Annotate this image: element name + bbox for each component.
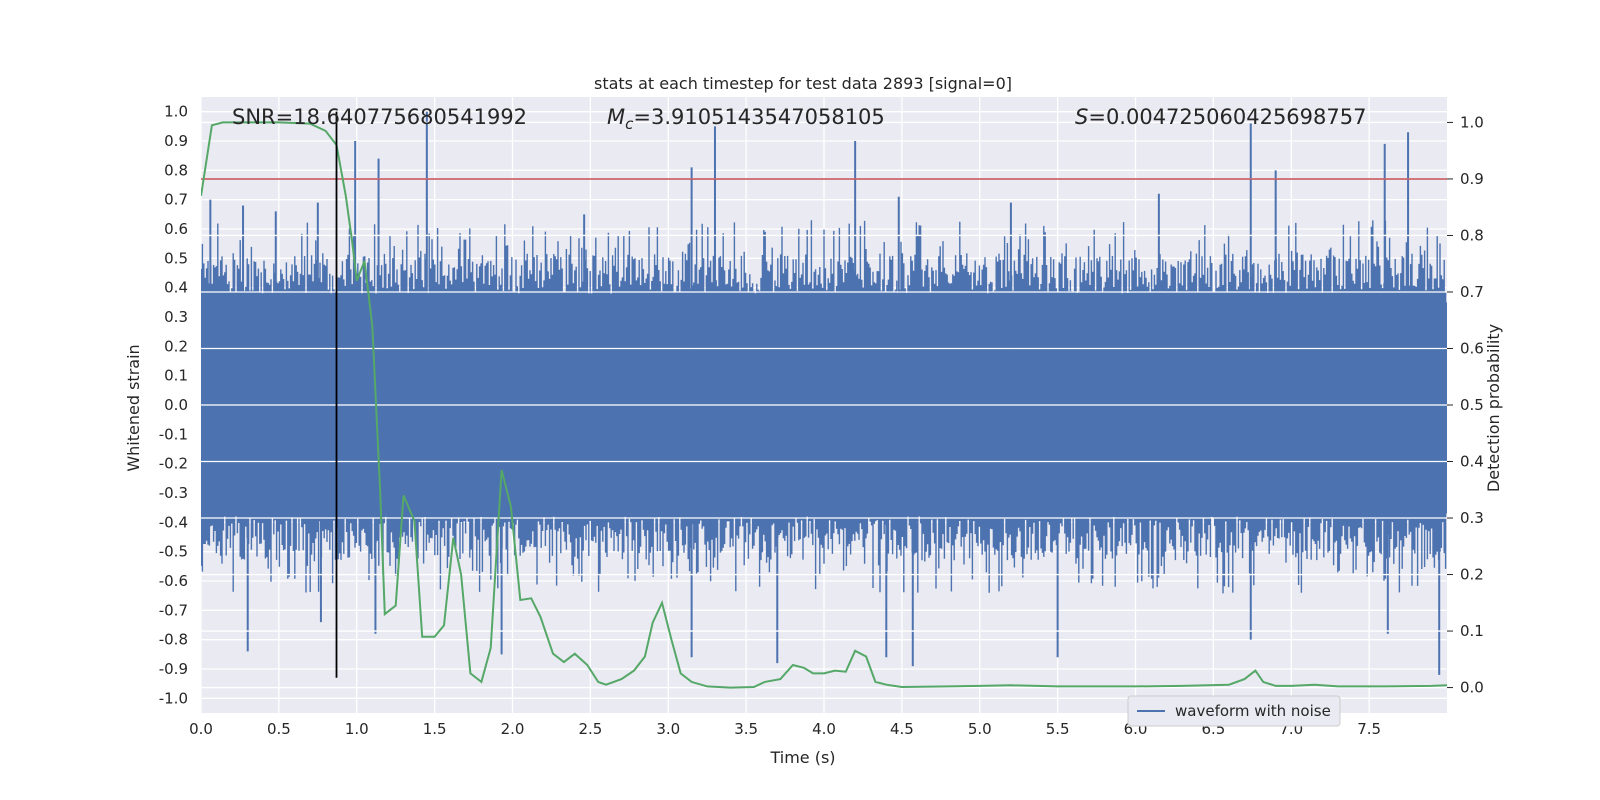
x-tick-label: 1.0	[345, 720, 369, 738]
x-tick-label: 0.5	[267, 720, 291, 738]
y2-tick-label: 0.2	[1460, 566, 1484, 584]
y2-tick-label: 0.1	[1460, 622, 1484, 640]
y-ticks: 1.0 0.9 0.8 0.7 0.6 0.5 0.4 0.3 0.2 0.1 0.0 -0.1 -0.…	[159, 103, 188, 708]
chirp-mass-symbol: M	[607, 105, 625, 129]
detection-probability-line	[201, 121, 1447, 689]
chirp-mass-subscript: c	[625, 115, 634, 133]
y-tick-label: 0.9	[164, 132, 188, 150]
y-tick-label: 0.0	[164, 396, 188, 414]
y-tick-label: 0.4	[164, 279, 188, 297]
y-tick-label: -0.5	[159, 543, 188, 561]
y-axis-label: Whitened strain	[124, 344, 143, 471]
y2-tick-label: 0.4	[1460, 453, 1484, 471]
legend-box	[1127, 695, 1341, 727]
x-tick-label: 3.0	[656, 720, 680, 738]
s-annotation: S=0.004725060425698757	[1075, 105, 1366, 129]
y-tick-label: -0.2	[159, 455, 188, 473]
chirp-mass-annotation: Mc=3.9105143547058105	[607, 105, 885, 133]
y-tick-label: -1.0	[159, 689, 188, 707]
y-tick-label: -0.7	[159, 601, 188, 619]
y-tick-label: 1.0	[164, 103, 188, 121]
y2-tick-label: 0.9	[1460, 170, 1484, 188]
y-tick-label: -0.8	[159, 631, 188, 649]
y2-tick-label: 0.7	[1460, 283, 1484, 301]
y-tick-label: -0.1	[159, 425, 188, 443]
y-tick-label: 0.5	[164, 249, 188, 267]
snr-annotation: SNR=18.640775680541992	[232, 105, 527, 129]
y-tick-label: 0.8	[164, 161, 188, 179]
y-tick-label: -0.4	[159, 513, 188, 531]
y-tick-label: 0.2	[164, 337, 188, 355]
waveform-series	[201, 111, 1447, 675]
x-tick-label: 5.0	[968, 720, 992, 738]
y-tick-label: -0.9	[159, 660, 188, 678]
y2-ticks: 1.0 0.9 0.8 0.7 0.6 0.5 0.4 0.3 0.2 0.1 0.0	[1447, 113, 1484, 697]
y2-tick-label: 0.6	[1460, 339, 1484, 357]
s-value: =0.004725060425698757	[1088, 105, 1366, 129]
y2-tick-label: 0.5	[1460, 396, 1484, 414]
y2-tick-label: 0.8	[1460, 226, 1484, 244]
x-tick-label: 5.5	[1046, 720, 1070, 738]
x-tick-label: 2.0	[501, 720, 525, 738]
x-tick-label: 0.0	[189, 720, 213, 738]
x-tick-label: 2.5	[578, 720, 602, 738]
x-tick-label: 4.0	[812, 720, 836, 738]
x-tick-label: 7.5	[1357, 720, 1381, 738]
legend-entry: waveform with noise	[1175, 702, 1331, 720]
s-symbol: S	[1075, 105, 1088, 129]
y2-axis-label: Detection probability	[1484, 324, 1503, 492]
y-tick-label: 0.1	[164, 367, 188, 385]
y-tick-label: -0.3	[159, 484, 188, 502]
x-axis-label: Time (s)	[769, 748, 835, 767]
chart-title: stats at each timestep for test data 289…	[594, 74, 1012, 93]
y-tick-label: 0.7	[164, 191, 188, 209]
y-tick-label: -0.6	[159, 572, 188, 590]
x-tick-label: 4.5	[890, 720, 914, 738]
y2-tick-label: 0.0	[1460, 679, 1484, 697]
y-tick-label: 0.3	[164, 308, 188, 326]
x-tick-label: 1.5	[423, 720, 447, 738]
chirp-mass-value: =3.9105143547058105	[633, 105, 884, 129]
y2-tick-label: 1.0	[1460, 113, 1484, 131]
legend: waveform with noise	[1127, 695, 1341, 727]
x-tick-label: 3.5	[734, 720, 758, 738]
y2-tick-label: 0.3	[1460, 509, 1484, 527]
y-tick-label: 0.6	[164, 220, 188, 238]
